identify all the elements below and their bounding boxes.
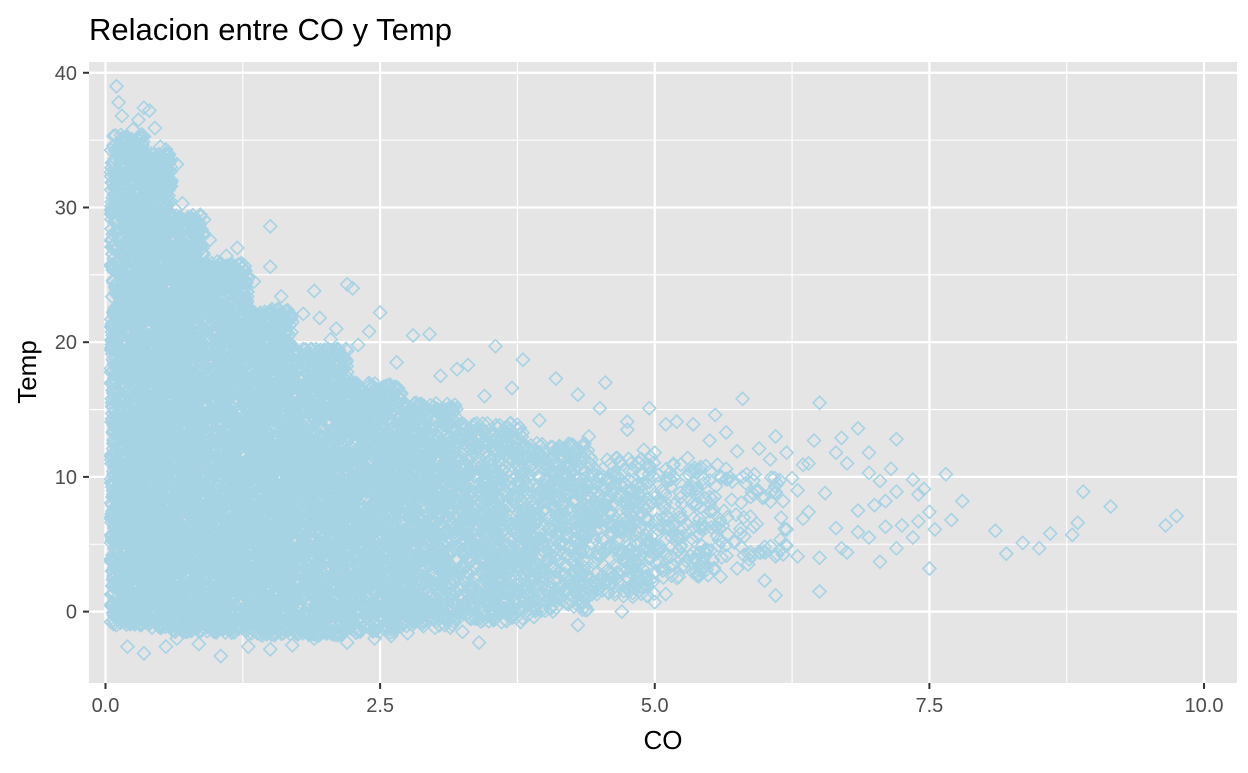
chart-title: Relacion entre CO y Temp (89, 12, 452, 47)
